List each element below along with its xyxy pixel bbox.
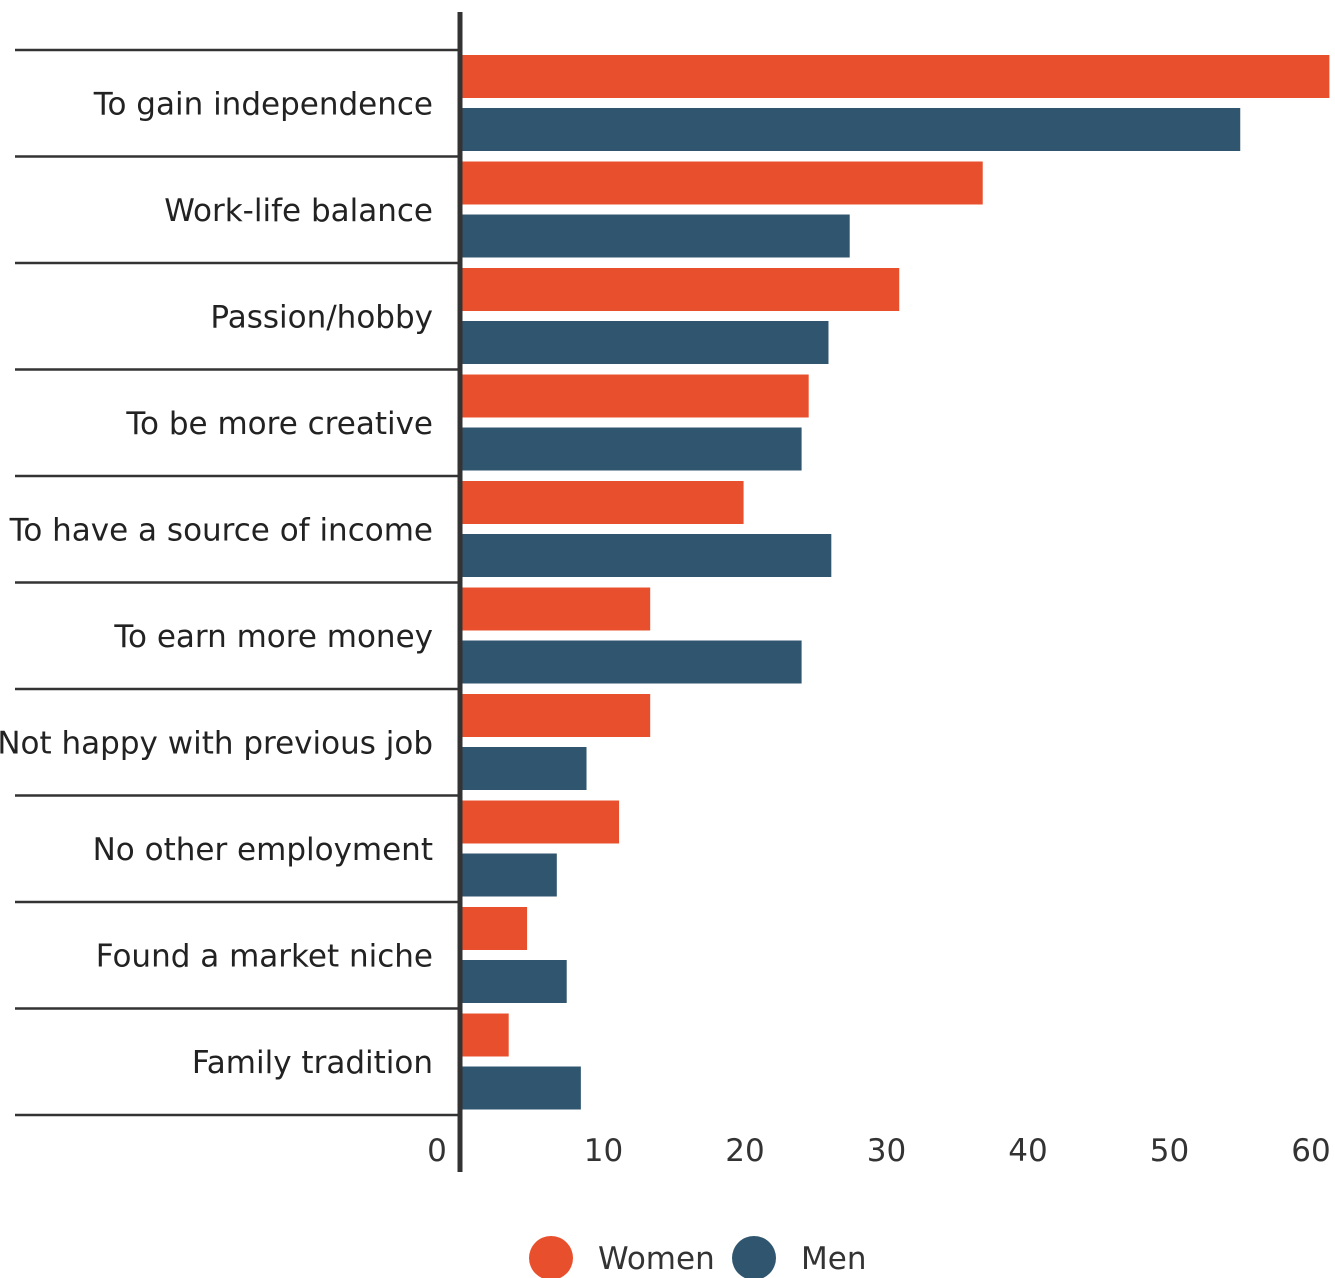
category-label: No other employment xyxy=(93,832,433,868)
bar-men xyxy=(462,853,557,897)
category-label: Not happy with previous job xyxy=(0,725,433,761)
bar-women xyxy=(462,587,651,631)
bar-men xyxy=(462,214,850,258)
bar-women xyxy=(462,1013,509,1057)
bar-women xyxy=(462,481,744,524)
category-label: Family tradition xyxy=(192,1045,433,1081)
category-label: Found a market niche xyxy=(96,938,433,974)
bar-women xyxy=(462,374,809,418)
legend-swatch-men xyxy=(732,1236,776,1278)
category-label: To have a source of income xyxy=(9,512,433,548)
bar-women xyxy=(462,268,900,311)
bar-men xyxy=(462,321,829,364)
category-label: To be more creative xyxy=(125,406,433,442)
category-label: Passion/hobby xyxy=(210,299,433,335)
category-separators xyxy=(15,48,460,1117)
bar-women xyxy=(462,694,651,737)
x-tick-labels: 0 10 20 30 40 50 60 xyxy=(427,1133,1331,1169)
x-tick-label: 50 xyxy=(1150,1133,1189,1169)
legend: Women Men xyxy=(529,1236,866,1278)
x-tick-label: 0 xyxy=(427,1133,447,1169)
x-tick-label: 60 xyxy=(1291,1133,1330,1169)
bar-men xyxy=(462,108,1241,151)
x-tick-label: 10 xyxy=(584,1133,623,1169)
bar-men xyxy=(462,640,802,684)
legend-label-women: Women xyxy=(598,1241,715,1277)
x-tick-label: 30 xyxy=(867,1133,906,1169)
legend-label-men: Men xyxy=(801,1241,866,1277)
bar-women xyxy=(462,907,528,950)
category-label: To earn more money xyxy=(113,619,433,655)
category-label: Work-life balance xyxy=(164,193,433,229)
bar-men xyxy=(462,1066,581,1110)
bar-men xyxy=(462,534,832,577)
bar-men xyxy=(462,427,802,471)
bar-men xyxy=(462,747,587,790)
bar-women xyxy=(462,161,983,205)
category-label: To gain independence xyxy=(93,86,433,122)
legend-swatch-women xyxy=(529,1236,573,1278)
bar-women xyxy=(462,55,1330,98)
x-tick-label: 20 xyxy=(725,1133,764,1169)
bars xyxy=(462,55,1330,1110)
bar-women xyxy=(462,800,620,844)
category-labels: To gain independence Work-life balance Pas… xyxy=(0,86,433,1081)
x-tick-label: 40 xyxy=(1008,1133,1047,1169)
bar-men xyxy=(462,960,567,1003)
